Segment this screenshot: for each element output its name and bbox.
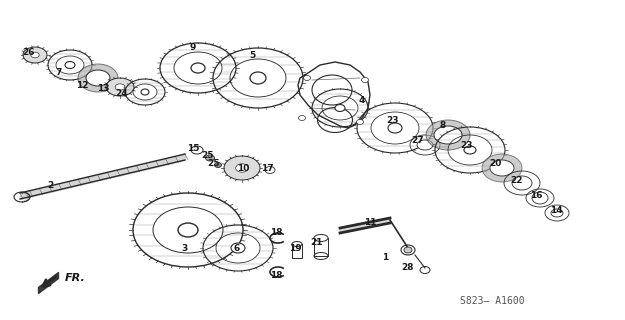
Ellipse shape [292,242,302,246]
Ellipse shape [178,223,198,237]
Text: 1: 1 [382,253,388,262]
Bar [292,244,302,258]
Text: 24: 24 [116,89,128,98]
Text: 13: 13 [97,84,109,92]
Ellipse shape [299,116,306,121]
Text: 10: 10 [237,164,249,172]
Ellipse shape [115,84,125,90]
Ellipse shape [304,76,311,81]
Text: 19: 19 [289,244,301,252]
Text: 12: 12 [76,81,88,90]
Ellipse shape [404,247,412,253]
Text: 3: 3 [182,244,188,252]
Ellipse shape [31,52,39,58]
Ellipse shape [224,156,260,180]
Text: S823– A1600: S823– A1600 [460,296,524,306]
Text: 7: 7 [56,68,63,76]
Text: 9: 9 [190,43,196,52]
Ellipse shape [86,70,110,86]
Text: 28: 28 [402,263,414,273]
Text: 27: 27 [412,135,424,145]
Ellipse shape [512,176,532,190]
Ellipse shape [426,120,470,150]
Ellipse shape [417,140,433,150]
Text: 15: 15 [187,143,199,153]
Ellipse shape [434,126,462,144]
Text: 21: 21 [311,237,323,246]
Polygon shape [340,218,390,233]
Ellipse shape [141,89,149,95]
Text: 18: 18 [270,270,282,279]
Text: 22: 22 [511,175,523,185]
Ellipse shape [482,154,522,182]
Text: 17: 17 [261,164,273,172]
Ellipse shape [250,72,266,84]
Ellipse shape [231,243,245,253]
Text: 4: 4 [359,95,365,105]
Text: 23: 23 [387,116,399,124]
Ellipse shape [65,61,75,68]
Text: FR.: FR. [65,273,86,283]
Text: 26: 26 [22,47,34,57]
Text: 23: 23 [461,140,473,149]
Text: 25: 25 [201,150,213,159]
Ellipse shape [532,192,548,204]
Ellipse shape [551,209,563,217]
Text: 16: 16 [530,190,542,199]
Text: 18: 18 [270,228,282,236]
Text: 2: 2 [47,180,53,189]
Text: 11: 11 [364,218,376,227]
Ellipse shape [23,47,47,63]
Ellipse shape [314,235,328,242]
Ellipse shape [356,119,364,124]
Ellipse shape [490,160,514,176]
Ellipse shape [206,155,214,161]
Bar [314,238,328,256]
Ellipse shape [191,146,203,154]
Text: 6: 6 [234,244,240,252]
Ellipse shape [388,123,402,133]
Text: 20: 20 [489,158,501,167]
Ellipse shape [464,146,476,154]
Ellipse shape [265,166,275,173]
Ellipse shape [361,77,369,83]
Ellipse shape [214,163,221,167]
Ellipse shape [335,105,345,111]
Ellipse shape [191,63,205,73]
Ellipse shape [236,164,248,172]
Text: 25: 25 [208,158,220,167]
Ellipse shape [106,78,134,96]
Text: 14: 14 [549,205,562,214]
Text: 5: 5 [249,51,255,60]
Ellipse shape [78,64,118,92]
Text: 8: 8 [440,121,446,130]
